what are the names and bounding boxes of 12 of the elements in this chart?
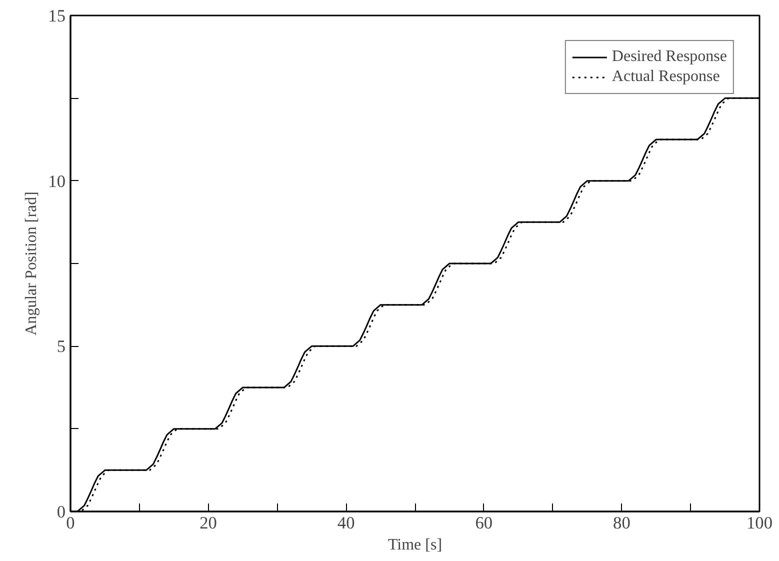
x-tick-label: 20 [200,514,217,532]
x-tick-label: 40 [337,514,355,532]
y-tick-label: 15 [48,6,66,26]
y-tick-label: 5 [56,337,66,356]
x-tick-label: 100 [746,514,773,532]
x-tick-label: 60 [475,514,493,532]
legend-label: Desired Response [612,48,727,66]
y-tick-label: 10 [48,172,66,191]
x-tick-label: 80 [613,514,630,532]
x-axis-title: Time [s] [388,536,442,554]
legend-label: Actual Response [612,68,720,86]
y-axis-title: Angular Position [rad] [23,192,40,336]
